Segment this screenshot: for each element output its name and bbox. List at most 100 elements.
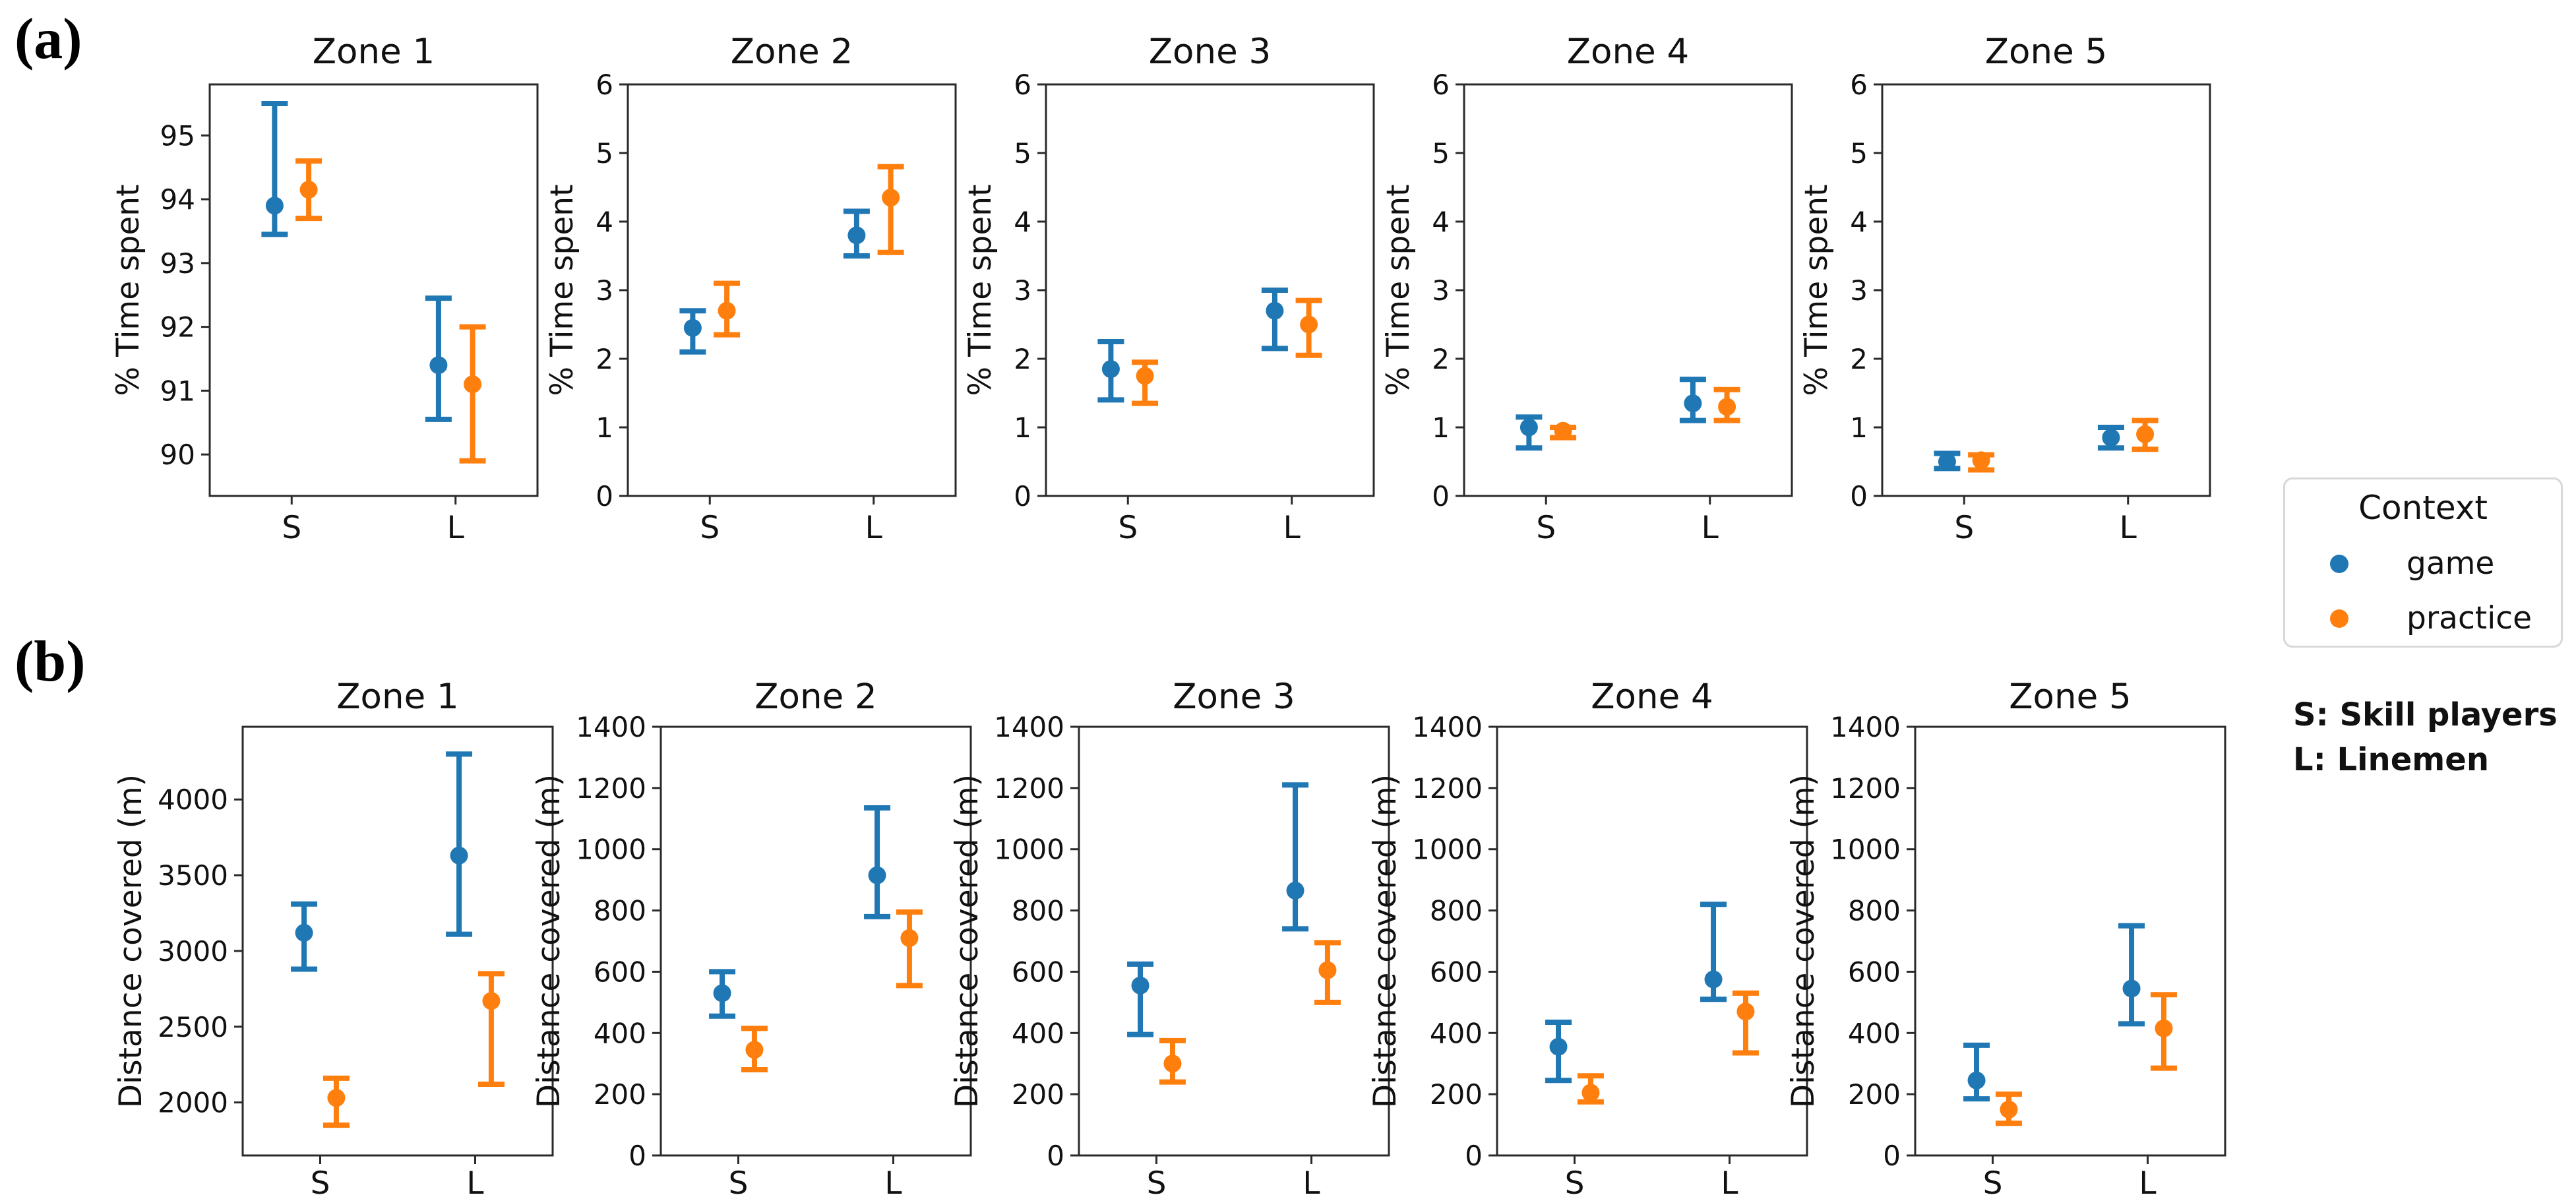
y-tick-label: 90 <box>160 439 195 471</box>
y-tick-label: 5 <box>596 137 613 169</box>
chart-title: Zone 1 <box>336 677 459 717</box>
series-practice <box>741 909 923 1072</box>
point-practice-S <box>327 1089 346 1107</box>
y-tick-label: 1000 <box>1412 834 1483 866</box>
x-tick-label: S <box>1983 1165 2003 1197</box>
y-tick-label: 0 <box>1047 1140 1064 1172</box>
y-tick-label: 4 <box>596 206 613 238</box>
series-practice <box>714 164 904 338</box>
y-axis-label: Distance covered (m) <box>113 774 149 1108</box>
x-tick-label: S <box>1118 510 1138 546</box>
error-bar-practice-L <box>877 164 904 255</box>
practice-marker-icon <box>2330 609 2348 628</box>
y-axis-label: Distance covered (m) <box>1785 774 1822 1108</box>
x-tick-label: L <box>1303 1165 1320 1197</box>
x-tick-label: S <box>1536 510 1556 546</box>
point-practice-S <box>718 301 736 320</box>
y-tick-label: 4 <box>1432 206 1450 238</box>
y-tick-label: 6 <box>1432 69 1450 101</box>
series-practice <box>295 158 486 464</box>
y-tick-label: 400 <box>1012 1017 1064 1049</box>
y-tick-label: 1200 <box>1412 772 1483 805</box>
chart-a-zone1: Zone 1 % Time spent 90 91 92 93 94 95 S L <box>110 32 539 546</box>
point-practice-S <box>299 181 318 199</box>
series-practice <box>1995 992 2177 1126</box>
y-tick-label: 200 <box>594 1078 646 1111</box>
y-tick-label: 1000 <box>576 834 646 866</box>
note-skill-players: S: Skill players <box>2293 696 2558 733</box>
plot-area <box>627 83 957 497</box>
y-axis-label: % Time spent <box>110 184 146 396</box>
point-game-L <box>868 866 886 884</box>
plot-area <box>1463 83 1793 497</box>
series-game <box>261 101 452 422</box>
series-practice <box>1159 940 1341 1085</box>
legend-label-game: game <box>2407 545 2495 582</box>
series-practice <box>1577 990 1759 1105</box>
legend-title: Context <box>2358 489 2488 527</box>
chart-title: Zone 5 <box>1985 32 2108 72</box>
x-tick-label: S <box>1954 510 1974 546</box>
y-axis-label: Distance covered (m) <box>949 774 985 1108</box>
y-tick-label: 91 <box>160 375 195 407</box>
chart-a-zone2: Zone 2 % Time spent 0 1 2 3 4 5 6 S L <box>544 32 957 546</box>
y-tick-label: 1200 <box>576 772 646 805</box>
point-practice-L <box>1736 1002 1755 1021</box>
x-tick-label: L <box>1283 510 1301 546</box>
error-bar-game-L <box>1282 782 1309 932</box>
series-game <box>1963 923 2145 1102</box>
legend-item-practice: practice <box>2285 600 2561 636</box>
legend-item-game: game <box>2285 545 2561 582</box>
plot-area <box>1045 83 1375 497</box>
y-tick-label: 200 <box>1430 1078 1483 1111</box>
y-tick-label: 2 <box>1432 343 1450 375</box>
y-tick-label: 6 <box>596 69 613 101</box>
point-practice-L <box>464 375 482 394</box>
y-tick-label: 4 <box>1014 206 1031 238</box>
y-tick-label: 0 <box>1883 1140 1901 1172</box>
point-game-S <box>265 197 284 215</box>
y-tick-label: 94 <box>160 183 195 216</box>
error-bar-game-L <box>864 805 891 919</box>
x-tick-label: L <box>865 510 882 546</box>
point-game-L <box>1684 394 1702 413</box>
chart-b-zone2: Zone 2 Distance covered (m) 0 200 400 600 800 1… <box>531 677 972 1197</box>
point-game-S <box>1938 452 1956 471</box>
y-tick-label: 5 <box>1432 137 1450 169</box>
series-game <box>1516 377 1706 451</box>
x-tick-label: S <box>282 510 301 546</box>
y-tick-label: 800 <box>594 895 646 927</box>
y-tick-label: 1200 <box>1830 772 1901 805</box>
y-axis-label: % Time spent <box>1380 184 1417 396</box>
abbreviation-notes: S: Skill players L: Linemen <box>2293 692 2558 782</box>
y-tick-label: 1200 <box>994 772 1064 805</box>
y-tick-label: 4 <box>1850 206 1868 238</box>
chart-a-zone5: Zone 5 % Time spent 0 1 2 3 4 5 6 S L <box>1798 32 2211 546</box>
y-tick-label: 600 <box>594 956 646 988</box>
chart-b-zone4: Zone 4 Distance covered (m) 0 200 400 600 800 1… <box>1367 677 1808 1197</box>
y-tick-label: 5 <box>1850 137 1868 169</box>
point-practice-S <box>1554 421 1572 440</box>
point-game-L <box>2122 979 2141 998</box>
y-tick-label: 95 <box>160 119 195 152</box>
point-game-L <box>429 356 448 375</box>
x-tick-label: L <box>466 1165 483 1197</box>
point-practice-S <box>2000 1100 2018 1119</box>
x-tick-label: S <box>700 510 720 546</box>
y-tick-label: 3 <box>596 274 613 307</box>
y-tick-label: 600 <box>1012 956 1064 988</box>
x-tick-label: L <box>1702 510 1719 546</box>
y-tick-label: 800 <box>1848 895 1901 927</box>
y-tick-label: 92 <box>160 311 195 344</box>
y-tick-label: 93 <box>160 247 195 280</box>
x-tick-label: L <box>1721 1165 1738 1197</box>
y-tick-label: 200 <box>1848 1078 1901 1111</box>
x-tick-label: S <box>1565 1165 1585 1197</box>
y-tick-label: 0 <box>1432 480 1450 512</box>
y-tick-label: 2000 <box>158 1087 228 1119</box>
y-axis-label: Distance covered (m) <box>1367 774 1403 1108</box>
chart-b-zone5: Zone 5 Distance covered (m) 0 200 400 600 800 1… <box>1785 677 2226 1197</box>
y-tick-label: 0 <box>596 480 613 512</box>
